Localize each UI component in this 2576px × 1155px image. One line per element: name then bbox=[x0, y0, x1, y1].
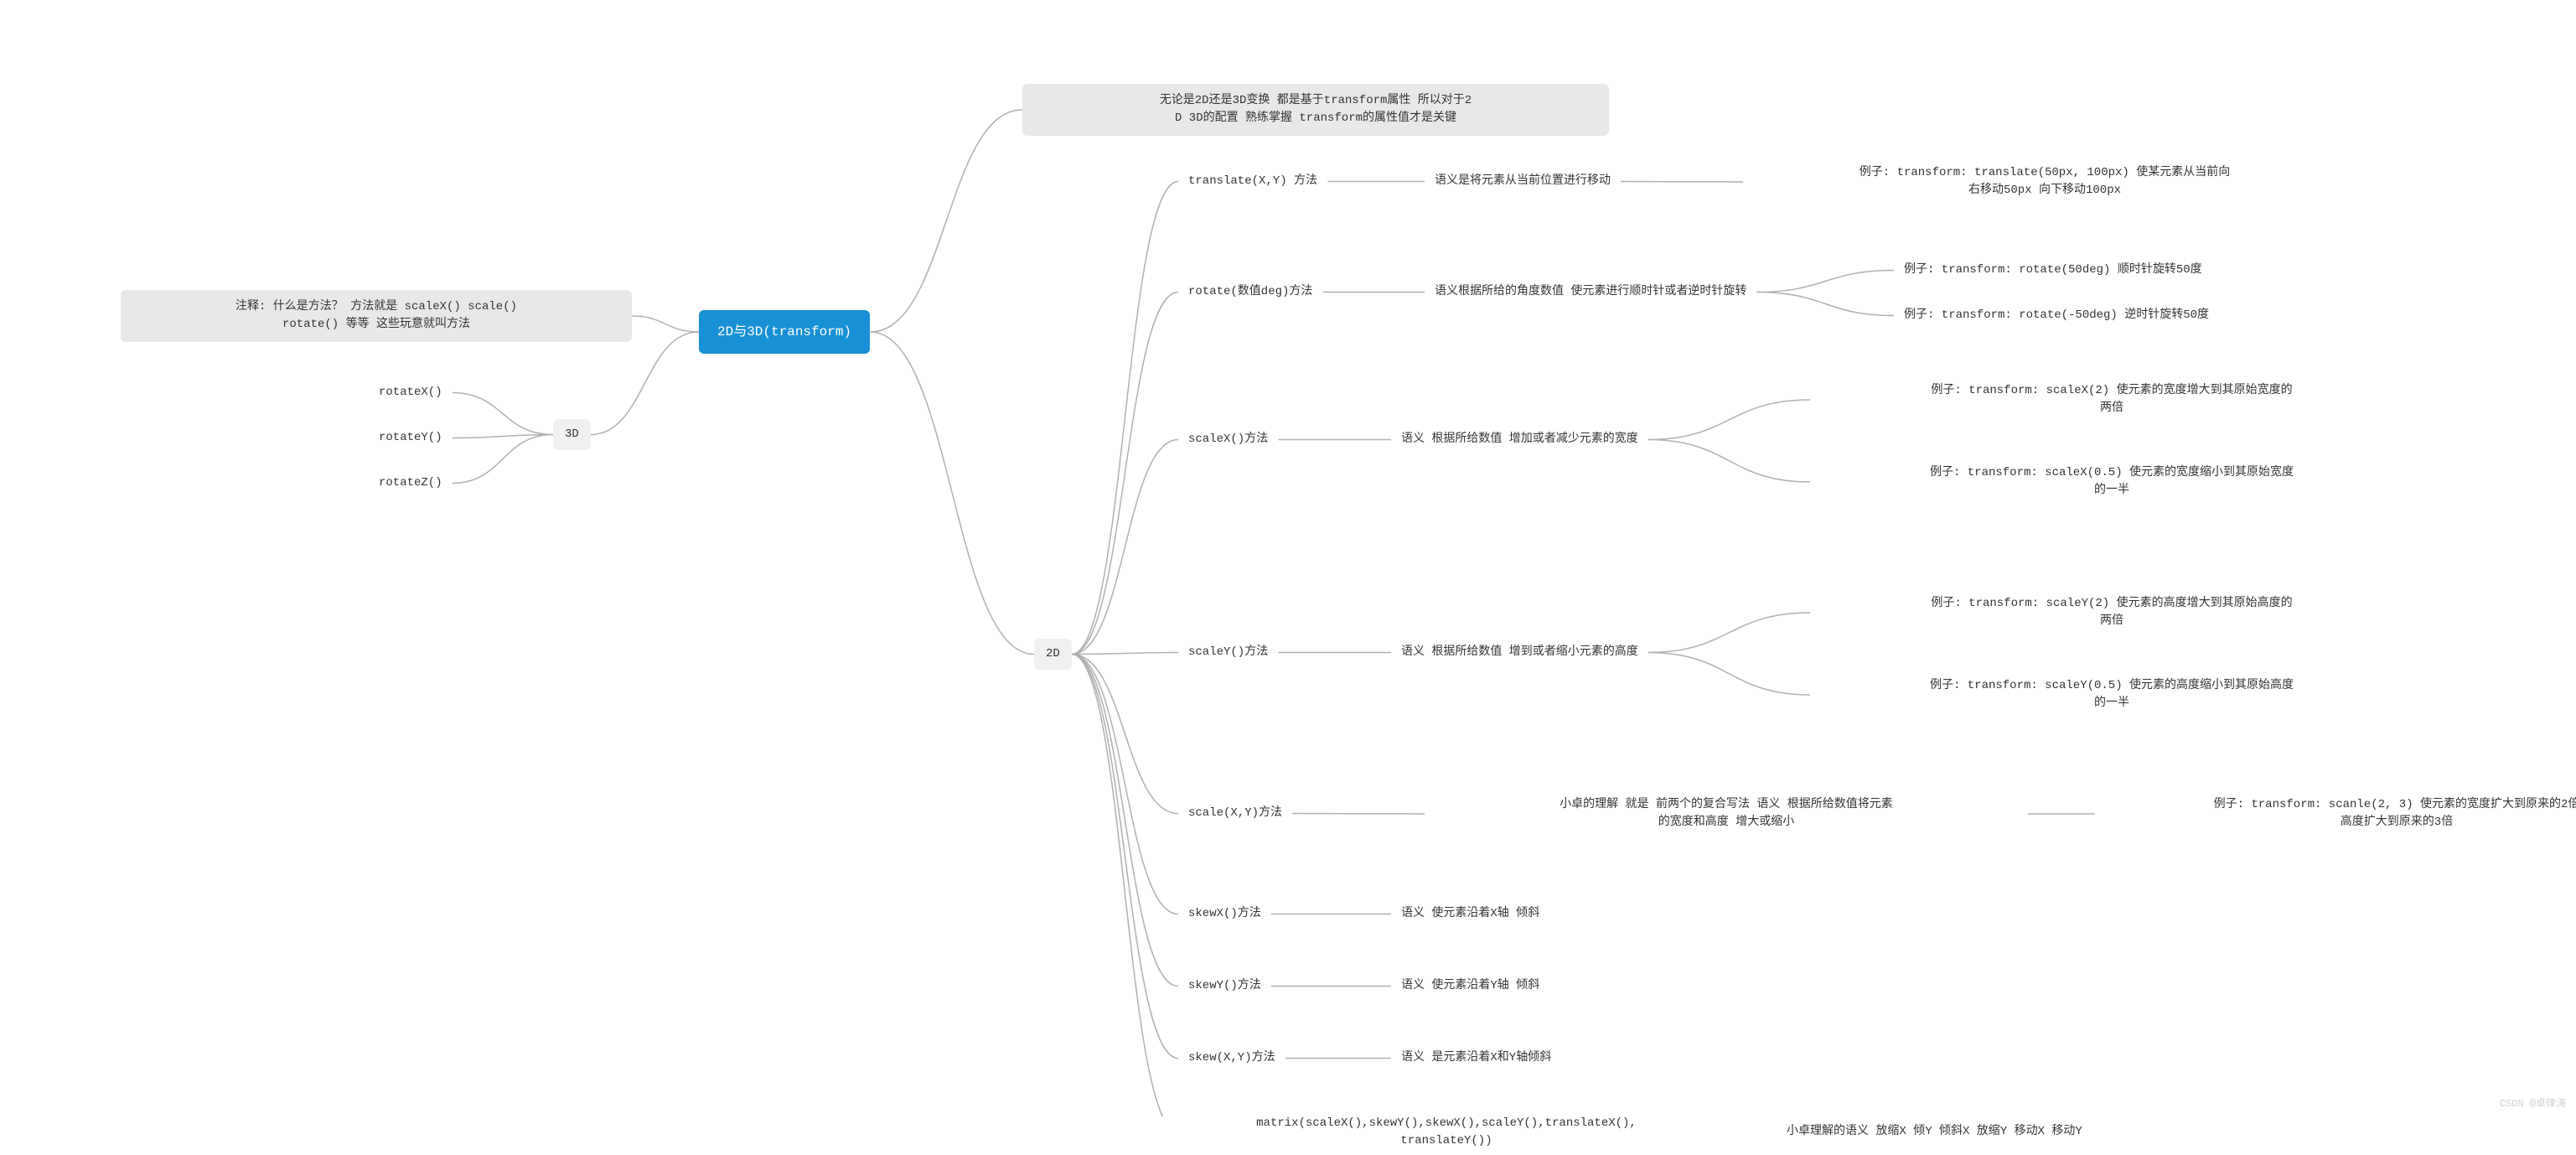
node-root: 2D与3D(transform) bbox=[699, 310, 870, 354]
node-skewy: skewY()方法 bbox=[1178, 972, 1271, 1000]
node-matrix: matrix(scaleX(),skewY(),skewX(),scaleY()… bbox=[1178, 1110, 1715, 1155]
node-rotatex: rotateX() bbox=[369, 379, 453, 407]
node-scaley: scaleY()方法 bbox=[1178, 639, 1278, 666]
node-skewx: skewX()方法 bbox=[1178, 900, 1271, 928]
node-rotate_ex2: 例子: transform: rotate(-50deg) 逆时针旋转50度 bbox=[1894, 302, 2219, 329]
node-scalex_sem: 语义 根据所给数值 增加或者减少元素的宽度 bbox=[1391, 426, 1648, 453]
node-skew_sem: 语义 是元素沿着X和Y轴倾斜 bbox=[1391, 1044, 1561, 1072]
node-n3d: 3D bbox=[553, 419, 591, 450]
node-top_note: 无论是2D还是3D变换 都是基于transform属性 所以对于2D 3D的配置… bbox=[1022, 84, 1609, 136]
node-rotatez: rotateZ() bbox=[369, 469, 453, 497]
node-rotate_ex1: 例子: transform: rotate(50deg) 顺时针旋转50度 bbox=[1894, 256, 2212, 284]
node-scalex_ex1: 例子: transform: scaleX(2) 使元素的宽度增大到其原始宽度的… bbox=[1810, 377, 2413, 422]
node-skew: skew(X,Y)方法 bbox=[1178, 1044, 1285, 1072]
node-translate_ex: 例子: transform: translate(50px, 100px) 使某… bbox=[1743, 159, 2346, 205]
node-rotate_sem: 语义根据所给的角度数值 使元素进行顺时针或者逆时针旋转 bbox=[1425, 278, 1756, 306]
node-scalex: scaleX()方法 bbox=[1178, 426, 1278, 453]
node-note_left: 注释: 什么是方法？ 方法就是 scaleX() scale()rotate()… bbox=[121, 290, 632, 342]
node-skewy_sem: 语义 使元素沿着Y轴 倾斜 bbox=[1391, 972, 1549, 1000]
node-scaley_sem: 语义 根据所给数值 增到或者缩小元素的高度 bbox=[1391, 639, 1648, 666]
watermark: CSDN @卓律涛 bbox=[2500, 1095, 2566, 1110]
node-scale: scale(X,Y)方法 bbox=[1178, 800, 1292, 827]
node-skewx_sem: 语义 使元素沿着X轴 倾斜 bbox=[1391, 900, 1549, 928]
node-translate: translate(X,Y) 方法 bbox=[1178, 168, 1327, 195]
node-rotate: rotate(数值deg)方法 bbox=[1178, 278, 1322, 306]
node-scale_sem: 小卓的理解 就是 前两个的复合写法 语义 根据所给数值将元素的宽度和高度 增大或… bbox=[1425, 791, 2028, 836]
node-translate_sem: 语义是将元素从当前位置进行移动 bbox=[1425, 168, 1621, 195]
node-rotatey: rotateY() bbox=[369, 424, 453, 452]
node-matrix_sem: 小卓理解的语义 放缩X 倾Y 倾斜X 放缩Y 移动X 移动Y bbox=[1777, 1118, 2092, 1146]
node-scaley_ex2: 例子: transform: scaleY(0.5) 使元素的高度缩小到其原始高… bbox=[1810, 672, 2413, 717]
node-scale_ex: 例子: transform: scanle(2, 3) 使元素的宽度扩大到原来的… bbox=[2095, 791, 2576, 836]
node-scaley_ex1: 例子: transform: scaleY(2) 使元素的高度增大到其原始高度的… bbox=[1810, 590, 2413, 635]
node-n2d: 2D bbox=[1034, 639, 1072, 670]
node-scalex_ex2: 例子: transform: scaleX(0.5) 使元素的宽度缩小到其原始宽… bbox=[1810, 459, 2413, 505]
